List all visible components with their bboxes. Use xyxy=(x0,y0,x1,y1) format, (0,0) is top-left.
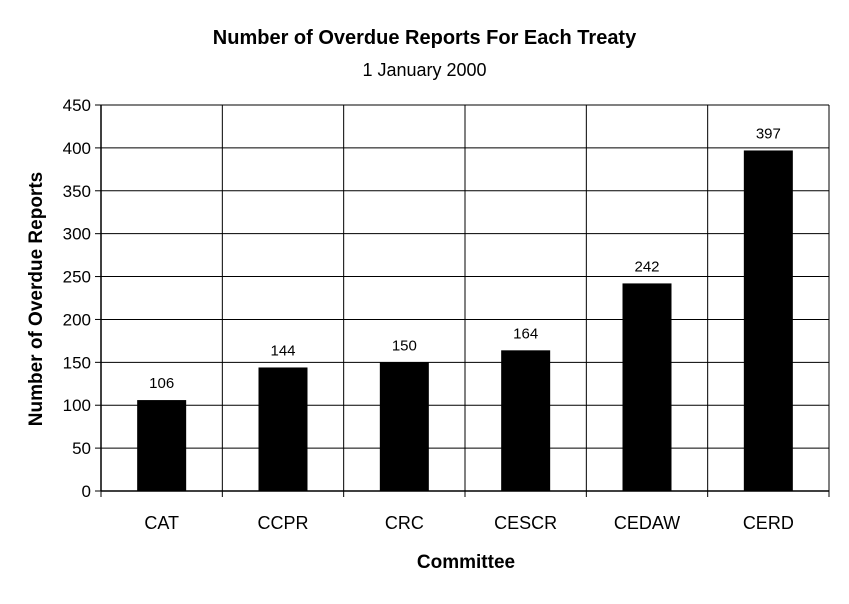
y-tick-label: 400 xyxy=(63,139,91,158)
y-tick-label: 100 xyxy=(63,396,91,415)
y-tick-label: 150 xyxy=(63,353,91,372)
x-axis-title: Committee xyxy=(417,552,515,573)
bar-cat xyxy=(137,400,187,491)
data-label-cat: 106 xyxy=(149,375,174,392)
x-tick-label-cat: CAT xyxy=(144,513,179,533)
data-label-cescr: 164 xyxy=(513,325,538,342)
bars xyxy=(137,150,793,491)
y-tick-label: 350 xyxy=(63,182,91,201)
y-tick-label: 0 xyxy=(82,482,91,501)
y-tick-label: 250 xyxy=(63,268,91,287)
y-tick-label: 300 xyxy=(63,225,91,244)
x-tick-label-cescr: CESCR xyxy=(494,513,557,533)
x-tick-label-crc: CRC xyxy=(385,513,424,533)
data-label-ccpr: 144 xyxy=(270,342,295,359)
labels: 0 50 100 150 200 250 300 350 400 450 106 CAT 144 CCPR… xyxy=(63,96,794,533)
bar-ccpr xyxy=(258,367,308,491)
chart-subtitle: 1 January 2000 xyxy=(362,60,487,80)
y-axis-title: Number of Overdue Reports xyxy=(26,172,47,426)
y-tick-label: 200 xyxy=(63,310,91,329)
bar-cedaw xyxy=(622,283,672,491)
x-tick-label-cedaw: CEDAW xyxy=(614,513,680,533)
chart-title: Number of Overdue Reports For Each Treat… xyxy=(212,27,637,49)
x-tick-label-ccpr: CCPR xyxy=(257,513,308,533)
x-tick-label-cerd: CERD xyxy=(743,513,794,533)
axes xyxy=(95,104,830,497)
bar-crc xyxy=(379,362,429,491)
bar-cescr xyxy=(501,350,551,491)
data-label-crc: 150 xyxy=(392,337,417,354)
y-tick-label: 450 xyxy=(63,96,91,115)
data-label-cerd: 397 xyxy=(756,125,781,142)
gridlines xyxy=(101,104,830,491)
y-tick-label: 50 xyxy=(72,439,91,458)
bar-cerd xyxy=(743,150,793,491)
data-label-cedaw: 242 xyxy=(634,258,659,275)
